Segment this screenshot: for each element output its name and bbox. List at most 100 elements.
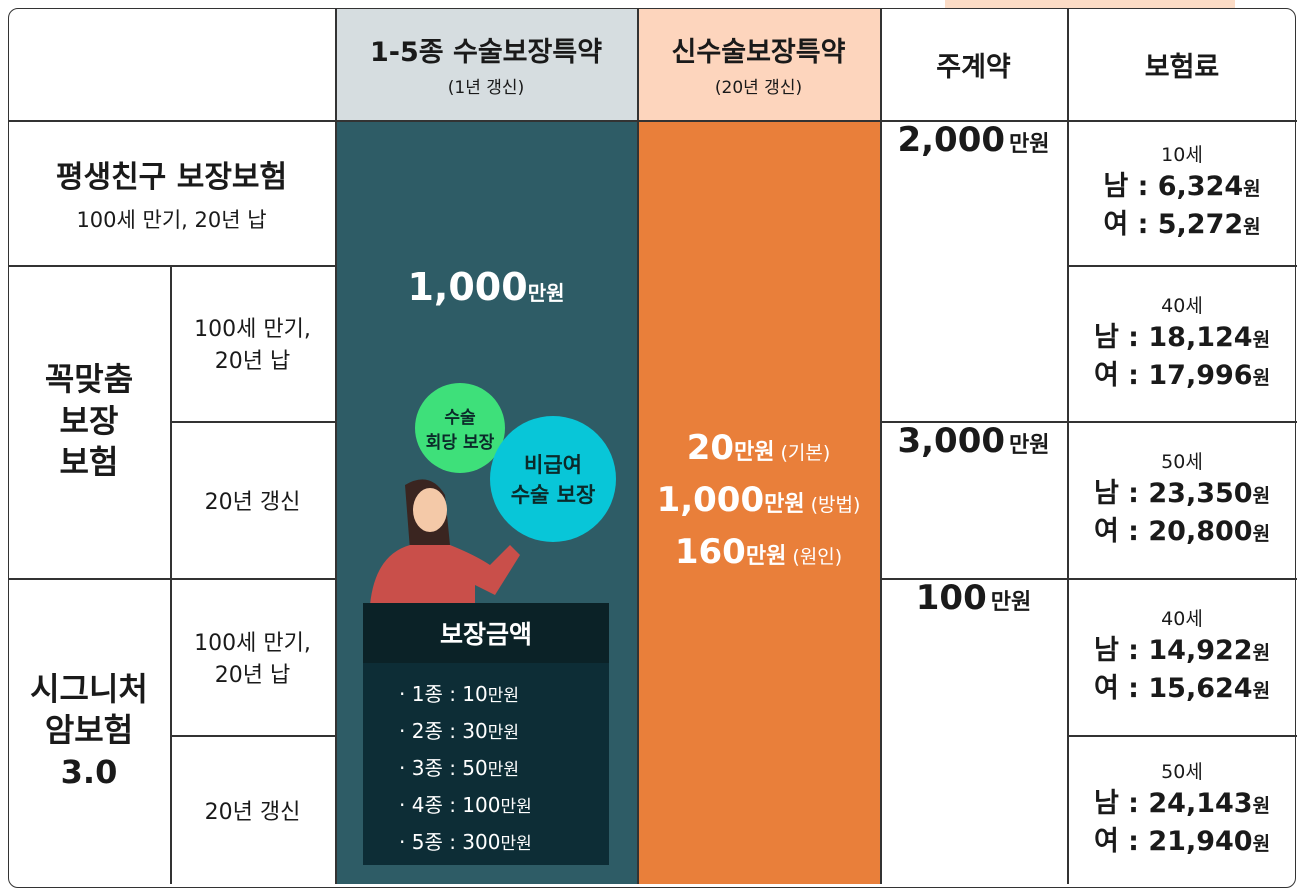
- premium-value: 남 : 6,324: [1103, 169, 1243, 205]
- unit: 만원: [1009, 427, 1049, 459]
- premium-value: 여 : 20,800: [1094, 514, 1253, 550]
- header-title: 신수술보장특약: [672, 30, 846, 69]
- header-cell: 신수술보장특약 (20년 갱신): [637, 8, 880, 120]
- unit: 만원: [991, 584, 1031, 616]
- note: (방법): [811, 490, 861, 517]
- header-title: 주계약: [880, 8, 1067, 120]
- amount-value: 100: [916, 578, 987, 618]
- amount-value: 160: [675, 532, 746, 572]
- unit: 원: [1253, 478, 1270, 514]
- unit: 만원: [488, 686, 519, 706]
- product-name: 꼭맞춤 보장 보험: [8, 265, 170, 578]
- item-label: · 4종 : 100: [399, 793, 500, 817]
- unit: 만원: [488, 723, 519, 743]
- unit: 만원: [500, 797, 531, 817]
- amount: 1,000 만원: [335, 265, 637, 325]
- box-title: 보장금액: [363, 603, 609, 663]
- premium-line: 여 : 17,996원: [1094, 358, 1270, 396]
- unit: 원: [1253, 788, 1270, 824]
- product-cell: 평생친구 보장보험 100세 만기, 20년 납: [8, 120, 335, 265]
- age: 10세: [1161, 140, 1203, 167]
- product-term: 100세 만기, 20년 납: [170, 265, 335, 421]
- note: (기본): [781, 438, 831, 465]
- amount-value: 20: [687, 428, 734, 468]
- age: 40세: [1161, 291, 1203, 318]
- item-label: · 1종 : 10: [399, 682, 488, 706]
- premium-value: 남 : 18,124: [1094, 320, 1253, 356]
- header-sub: (1년 갱신): [448, 73, 524, 98]
- premium-value: 남 : 23,350: [1094, 476, 1253, 512]
- age: 50세: [1161, 447, 1203, 474]
- unit: 원: [1253, 516, 1270, 552]
- coverage-box: 보장금액 · 1종 : 10만원· 2종 : 30만원· 3종 : 50만원· …: [363, 603, 609, 865]
- product-term: 100세 만기, 20년 납: [76, 204, 266, 234]
- bubble-text: 비급여 수술 보장: [490, 420, 616, 538]
- unit: 원: [1253, 673, 1270, 709]
- product-term: 20년 갱신: [170, 735, 335, 884]
- item-label: · 5종 : 300: [399, 830, 500, 854]
- header-title: 보험료: [1067, 8, 1297, 120]
- item: · 5종 : 300만원: [399, 825, 609, 862]
- unit: 원: [1253, 360, 1270, 396]
- main-cell: 2,000만원: [880, 120, 1067, 421]
- unit: 만원: [488, 760, 519, 780]
- item-label: · 2종 : 30: [399, 719, 488, 743]
- face: [413, 488, 447, 532]
- item: · 4종 : 100만원: [399, 788, 609, 825]
- unit: 원: [1253, 322, 1270, 358]
- body: [370, 545, 520, 605]
- header-sub: (20년 갱신): [715, 73, 802, 98]
- unit: 만원: [1009, 126, 1049, 158]
- amount-value: 1,000: [407, 265, 527, 309]
- unit: 만원: [734, 434, 774, 466]
- header-title: 1-5종 수술보장특약: [370, 30, 602, 69]
- unit: 만원: [500, 834, 531, 854]
- unit: 만원: [764, 486, 804, 518]
- age: 40세: [1161, 604, 1203, 631]
- unit: 원: [1243, 209, 1260, 245]
- item: · 3종 : 50만원: [399, 751, 609, 788]
- premium-value: 남 : 24,143: [1094, 786, 1253, 822]
- unit: 만원: [528, 277, 565, 306]
- age: 50세: [1161, 757, 1203, 784]
- item-label: · 3종 : 50: [399, 756, 488, 780]
- premium-cell: 50세남 : 23,350원여 : 20,800원: [1067, 421, 1297, 578]
- premium-value: 여 : 5,272: [1103, 207, 1243, 243]
- amount-value: 1,000: [657, 480, 765, 520]
- premium-value: 여 : 21,940: [1094, 824, 1253, 860]
- item-list: · 1종 : 10만원· 2종 : 30만원· 3종 : 50만원· 4종 : …: [363, 663, 609, 862]
- product-name: 평생친구 보장보험: [56, 152, 287, 196]
- product-term: 100세 만기, 20년 납: [170, 578, 335, 735]
- item: · 1종 : 10만원: [399, 677, 609, 714]
- unit: 원: [1253, 826, 1270, 862]
- amount-value: 2,000: [897, 120, 1005, 160]
- page: 1-5종 수술보장특약 (1년 갱신) 신수술보장특약 (20년 갱신) 주계약…: [0, 0, 1299, 884]
- unit: 원: [1253, 635, 1270, 671]
- premium-value: 여 : 17,996: [1094, 358, 1253, 394]
- header-cell: 1-5종 수술보장특약 (1년 갱신): [335, 8, 637, 120]
- unit: 원: [1243, 171, 1260, 207]
- item: · 2종 : 30만원: [399, 714, 609, 751]
- tab: [945, 0, 1235, 8]
- note: (원인): [792, 542, 842, 569]
- product-name: 시그니처 암보험 3.0: [8, 578, 170, 884]
